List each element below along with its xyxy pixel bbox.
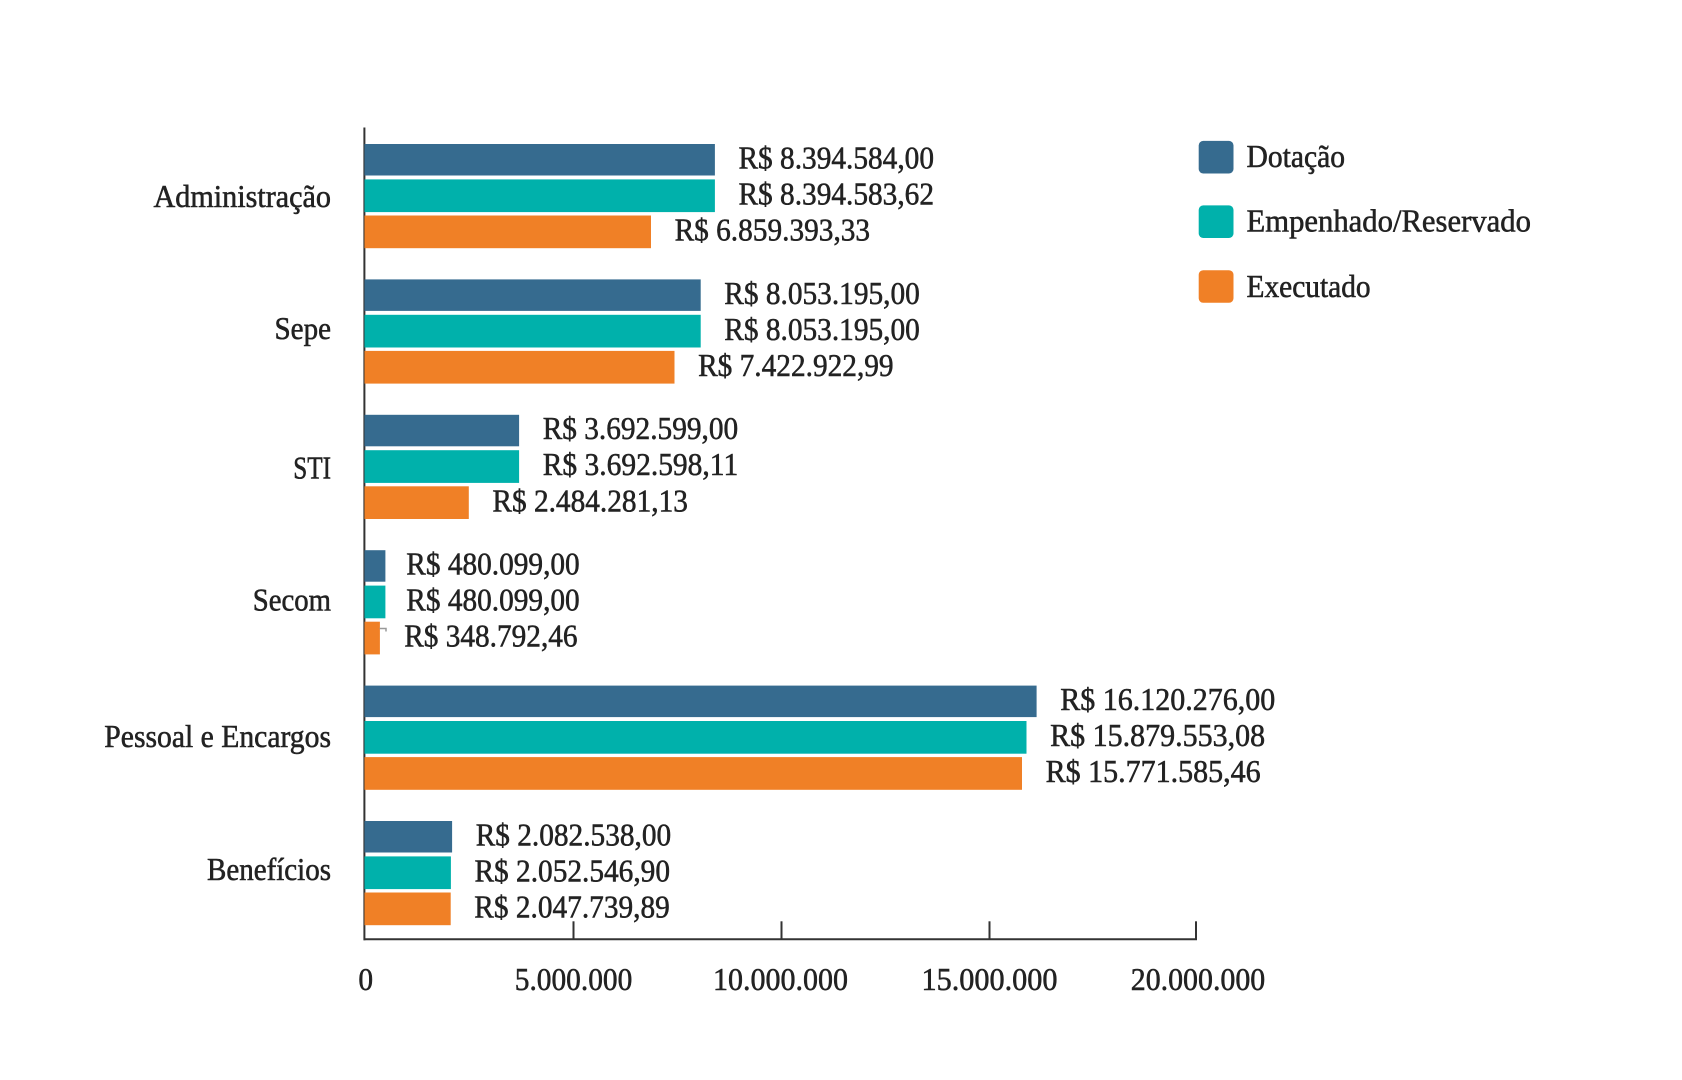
- svg-text:Dotação: Dotação: [1247, 138, 1346, 174]
- svg-text:Empenhado/Reservado: Empenhado/Reservado: [1247, 202, 1531, 238]
- svg-text:R$ 2.047.739,89: R$ 2.047.739,89: [474, 889, 670, 925]
- svg-text:10.000.000: 10.000.000: [713, 961, 848, 997]
- svg-text:R$ 3.692.599,00: R$ 3.692.599,00: [543, 410, 739, 446]
- svg-text:Benefícios: Benefícios: [207, 851, 331, 887]
- svg-text:0: 0: [358, 961, 373, 997]
- svg-text:R$ 8.053.195,00: R$ 8.053.195,00: [724, 275, 920, 311]
- svg-text:R$ 3.692.598,11: R$ 3.692.598,11: [543, 446, 739, 482]
- svg-text:15.000.000: 15.000.000: [922, 961, 1058, 997]
- svg-text:R$ 8.394.583,62: R$ 8.394.583,62: [739, 175, 935, 211]
- svg-text:R$ 480.099,00: R$ 480.099,00: [406, 582, 579, 618]
- svg-text:20.000.000: 20.000.000: [1131, 961, 1266, 997]
- svg-text:Secom: Secom: [253, 581, 331, 617]
- svg-text:R$ 6.859.393,33: R$ 6.859.393,33: [675, 211, 871, 247]
- svg-text:R$ 348.792,46: R$ 348.792,46: [404, 618, 577, 654]
- svg-text:R$ 15.879.553,08: R$ 15.879.553,08: [1050, 717, 1265, 753]
- svg-text:STI: STI: [293, 450, 331, 486]
- svg-text:R$ 8.053.195,00: R$ 8.053.195,00: [724, 311, 920, 347]
- svg-text:Executado: Executado: [1247, 268, 1371, 304]
- svg-text:R$ 15.771.585,46: R$ 15.771.585,46: [1046, 753, 1261, 789]
- svg-text:R$ 2.082.538,00: R$ 2.082.538,00: [476, 816, 672, 852]
- svg-text:Administração: Administração: [154, 178, 332, 214]
- svg-text:R$ 2.052.546,90: R$ 2.052.546,90: [475, 852, 671, 888]
- svg-text:R$ 7.422.922,99: R$ 7.422.922,99: [698, 347, 894, 383]
- svg-text:R$ 16.120.276,00: R$ 16.120.276,00: [1060, 681, 1275, 717]
- svg-text:R$ 8.394.584,00: R$ 8.394.584,00: [739, 139, 935, 175]
- svg-text:Sepe: Sepe: [275, 310, 332, 346]
- svg-text:Pessoal e Encargos: Pessoal e Encargos: [104, 718, 331, 754]
- svg-text:R$ 2.484.281,13: R$ 2.484.281,13: [492, 482, 688, 518]
- svg-text:5.000.000: 5.000.000: [515, 961, 633, 997]
- svg-text:R$ 480.099,00: R$ 480.099,00: [406, 546, 579, 582]
